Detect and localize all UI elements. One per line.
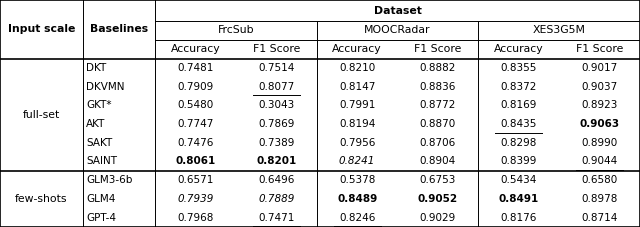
Text: F1 Score: F1 Score: [253, 44, 300, 54]
Text: 0.8772: 0.8772: [420, 100, 456, 110]
Text: 0.7481: 0.7481: [177, 63, 214, 73]
Text: 0.8706: 0.8706: [420, 138, 456, 148]
Text: 0.6753: 0.6753: [420, 175, 456, 185]
Text: Accuracy: Accuracy: [494, 44, 543, 54]
Text: 0.8923: 0.8923: [581, 100, 618, 110]
Text: 0.7968: 0.7968: [177, 213, 214, 223]
Text: 0.8435: 0.8435: [500, 119, 537, 129]
Text: 0.7471: 0.7471: [258, 213, 294, 223]
Text: few-shots: few-shots: [15, 194, 68, 204]
Text: 0.7747: 0.7747: [177, 119, 214, 129]
Text: GKT*: GKT*: [86, 100, 111, 110]
Text: 0.9017: 0.9017: [582, 63, 618, 73]
Text: GLM3-6b: GLM3-6b: [86, 175, 132, 185]
Text: 0.6496: 0.6496: [258, 175, 294, 185]
Text: 0.5434: 0.5434: [500, 175, 537, 185]
Text: F1 Score: F1 Score: [414, 44, 461, 54]
Text: 0.9052: 0.9052: [418, 194, 458, 204]
Text: SAINT: SAINT: [86, 156, 117, 166]
Text: 0.8061: 0.8061: [175, 156, 216, 166]
Text: 0.7991: 0.7991: [339, 100, 375, 110]
Text: 0.5378: 0.5378: [339, 175, 375, 185]
Text: 0.3043: 0.3043: [258, 100, 294, 110]
Text: 0.7869: 0.7869: [258, 119, 294, 129]
Text: 0.8372: 0.8372: [500, 81, 537, 91]
Text: 0.8714: 0.8714: [581, 213, 618, 223]
Text: 0.8355: 0.8355: [500, 63, 537, 73]
Text: 0.8176: 0.8176: [500, 213, 537, 223]
Text: 0.7889: 0.7889: [258, 194, 294, 204]
Text: XES3G5M: XES3G5M: [532, 25, 586, 35]
Text: 0.8169: 0.8169: [500, 100, 537, 110]
Text: DKT: DKT: [86, 63, 106, 73]
Text: 0.8978: 0.8978: [581, 194, 618, 204]
Text: 0.8489: 0.8489: [337, 194, 378, 204]
Text: 0.8882: 0.8882: [420, 63, 456, 73]
Text: 0.8491: 0.8491: [499, 194, 539, 204]
Text: full-set: full-set: [23, 110, 60, 120]
Text: GPT-4: GPT-4: [86, 213, 116, 223]
Text: Dataset: Dataset: [374, 5, 422, 15]
Text: 0.8210: 0.8210: [339, 63, 375, 73]
Text: 0.8870: 0.8870: [420, 119, 456, 129]
Text: 0.7389: 0.7389: [258, 138, 294, 148]
Text: 0.6571: 0.6571: [177, 175, 214, 185]
Text: 0.8077: 0.8077: [258, 81, 294, 91]
Text: MOOCRadar: MOOCRadar: [364, 25, 431, 35]
Text: 0.5480: 0.5480: [177, 100, 214, 110]
Text: 0.8990: 0.8990: [582, 138, 618, 148]
Text: 0.9029: 0.9029: [420, 213, 456, 223]
Text: Accuracy: Accuracy: [332, 44, 382, 54]
Text: SAKT: SAKT: [86, 138, 113, 148]
Text: 0.8246: 0.8246: [339, 213, 375, 223]
Text: 0.7909: 0.7909: [177, 81, 214, 91]
Text: AKT: AKT: [86, 119, 106, 129]
Text: 0.8241: 0.8241: [339, 156, 375, 166]
Text: Accuracy: Accuracy: [171, 44, 220, 54]
Text: DKVMN: DKVMN: [86, 81, 125, 91]
Text: 0.8836: 0.8836: [420, 81, 456, 91]
Text: 0.8298: 0.8298: [500, 138, 537, 148]
Text: FrcSub: FrcSub: [218, 25, 254, 35]
Text: GLM4: GLM4: [86, 194, 116, 204]
Text: 0.8399: 0.8399: [500, 156, 537, 166]
Text: 0.9044: 0.9044: [582, 156, 618, 166]
Text: 0.8201: 0.8201: [256, 156, 296, 166]
Text: F1 Score: F1 Score: [576, 44, 623, 54]
Text: 0.9063: 0.9063: [580, 119, 620, 129]
Text: 0.6580: 0.6580: [582, 175, 618, 185]
Text: Input scale: Input scale: [8, 24, 75, 34]
Text: 0.7956: 0.7956: [339, 138, 375, 148]
Text: Baselines: Baselines: [90, 24, 148, 34]
Text: 0.8147: 0.8147: [339, 81, 375, 91]
Text: 0.7939: 0.7939: [177, 194, 214, 204]
Text: 0.7514: 0.7514: [258, 63, 294, 73]
Text: 0.8904: 0.8904: [420, 156, 456, 166]
Text: 0.7476: 0.7476: [177, 138, 214, 148]
Text: 0.9037: 0.9037: [582, 81, 618, 91]
Text: 0.8194: 0.8194: [339, 119, 375, 129]
